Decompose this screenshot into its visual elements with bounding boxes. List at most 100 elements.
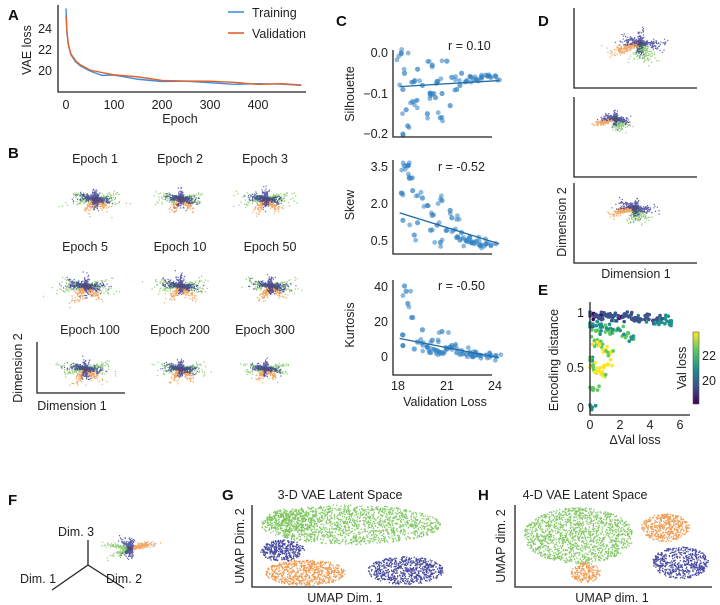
correlation-annotation: r = -0.52 (438, 160, 485, 174)
x-tick: 2 (617, 418, 624, 432)
data-point (430, 227, 435, 233)
data-point (406, 162, 412, 168)
data-point (653, 322, 657, 326)
data-point (419, 195, 426, 201)
data-point (402, 166, 408, 172)
data-point (479, 74, 485, 79)
data-point (400, 293, 406, 298)
data-point (438, 244, 444, 249)
data-point (604, 349, 608, 353)
cluster-navy-points (60, 355, 108, 381)
cluster-orange-points (128, 541, 162, 551)
y-tick: 1 (577, 306, 584, 320)
x-axis-label: ΔVal loss (609, 433, 660, 447)
y-tick: 20 (38, 64, 52, 78)
data-point (439, 237, 445, 243)
data-point (629, 310, 634, 315)
panel-d-latent-projections: Dimension 2 Dimension 1 (555, 8, 697, 281)
data-point (593, 312, 598, 317)
data-point (406, 125, 412, 130)
data-point (452, 87, 458, 93)
data-point (403, 107, 409, 113)
epoch-latent-scatter (240, 357, 289, 384)
3d-axes (51, 540, 125, 591)
panel-f-3d-latent: Dim. 3 Dim. 1 Dim. 2 (20, 525, 162, 591)
data-point (460, 351, 466, 357)
cluster-navy-points (614, 26, 669, 59)
axes (251, 505, 452, 588)
axes (573, 183, 697, 264)
data-point (429, 64, 435, 70)
data-point (414, 66, 421, 72)
x-tick: 300 (200, 98, 221, 112)
data-point (400, 86, 406, 93)
x-axis-label: Epoch (162, 112, 197, 126)
data-point (429, 92, 434, 98)
cluster-orange-points (168, 196, 195, 214)
axes (392, 160, 492, 255)
data-point (425, 115, 430, 121)
data-point (458, 70, 465, 76)
data-point (401, 283, 408, 289)
axes (573, 8, 697, 89)
data-point (592, 370, 597, 374)
data-point (408, 288, 414, 294)
data-point (628, 313, 633, 318)
data-point (433, 348, 439, 353)
data-point (595, 319, 599, 324)
data-point (599, 339, 603, 344)
regression-line (399, 212, 500, 245)
data-point (438, 193, 444, 199)
data-point (408, 100, 413, 106)
cluster-green-points (627, 40, 660, 67)
legend-validation: Validation (252, 27, 306, 41)
data-point (399, 167, 405, 173)
subplot-title: Epoch 300 (235, 323, 295, 337)
data-point (600, 370, 605, 374)
panel-h-umap-4d: 4-D VAE Latent Space UMAP dim. 2 UMAP di… (494, 488, 712, 605)
umap-cluster (260, 539, 305, 562)
axis-label-dim2: Dim. 2 (106, 572, 142, 586)
data-point (668, 319, 672, 323)
data-point (658, 313, 662, 318)
data-point (597, 322, 602, 327)
data-point (651, 318, 655, 323)
x-tick: 100 (104, 98, 125, 112)
data-point (655, 317, 659, 322)
data-point (599, 372, 603, 377)
axis-label-dim1: Dim. 1 (20, 572, 56, 586)
data-point (427, 96, 433, 102)
y-axis-label: Dimension 2 (11, 333, 25, 403)
data-point (467, 74, 473, 79)
y-axis-label: UMAP Dim. 2 (233, 508, 247, 584)
epoch-latent-scatter (241, 274, 303, 302)
data-point (647, 312, 652, 317)
axes (392, 280, 492, 376)
data-point (446, 330, 451, 335)
cluster-orange-points (256, 283, 289, 302)
cluster-navy-points (244, 185, 285, 213)
data-point (414, 220, 421, 226)
cluster-navy-points (117, 535, 136, 560)
umap-cluster (367, 556, 444, 586)
colorbar-tick: 22 (702, 349, 716, 363)
data-point (394, 57, 400, 63)
latent-scatter (607, 196, 660, 226)
y-tick: 3.5 (371, 160, 388, 174)
data-point (400, 343, 406, 349)
cluster-navy-points (156, 270, 204, 295)
umap-cluster (523, 507, 633, 565)
panel-label-f: F (8, 492, 17, 509)
data-point (414, 105, 420, 111)
data-point (456, 78, 462, 83)
panel-e-encoding-distance: 1 0.5 0 0 2 4 6 ΔVal loss Encoding dista… (547, 302, 716, 447)
x-axis-label: Dimension 1 (601, 267, 671, 281)
data-point (610, 327, 615, 332)
data-point (447, 103, 453, 109)
data-point (425, 203, 431, 209)
data-point (600, 342, 605, 347)
data-point (591, 322, 595, 326)
data-point (411, 232, 417, 238)
data-point (597, 343, 602, 348)
y-axis-label: Kurtosis (343, 302, 357, 347)
